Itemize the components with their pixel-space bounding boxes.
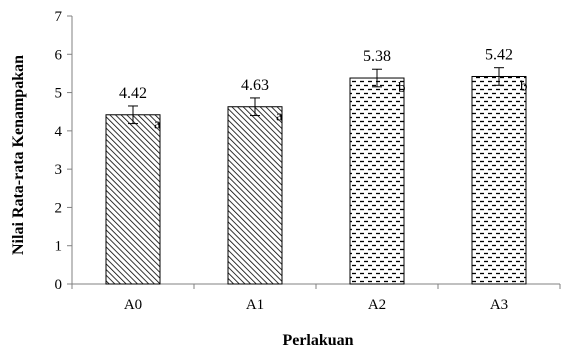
bars [105,75,527,285]
bar-a0 [105,114,161,285]
significance-letter: b [520,78,528,94]
significance-labels: a a b b [154,78,528,132]
significance-letter: a [154,117,161,133]
bar-a1 [227,106,283,285]
significance-letter: a [276,109,283,125]
significance-letter: b [398,80,406,96]
y-tick-label: 6 [55,47,63,63]
value-label: 4.63 [241,77,269,94]
x-tick-label: A3 [490,297,508,313]
value-label: 5.42 [485,47,513,64]
y-tick-label: 1 [55,239,63,255]
y-tick-label: 3 [55,162,63,178]
x-tick-labels: A0 A1 A2 A3 [124,297,508,313]
bar-a2 [349,77,405,285]
y-tick-label: 5 [55,86,63,102]
y-tick-label: 7 [55,9,63,25]
x-tick-label: A1 [246,297,264,313]
bar-a3 [471,75,527,285]
value-label: 5.38 [363,48,391,65]
x-tick-label: A0 [124,297,142,313]
y-tick-label: 4 [55,124,63,140]
value-label: 4.42 [119,85,147,102]
x-tick-label: A2 [368,297,386,313]
value-labels: 4.42 4.63 5.38 5.42 [119,47,513,102]
x-axis-title: Perlakuan [282,332,353,349]
x-ticks [71,284,561,289]
y-tick-label: 2 [55,200,63,216]
y-ticks: 0 1 2 3 4 5 6 7 [55,9,72,293]
y-axis-title: Nilai Rata-rata Kenampakan [10,55,27,255]
y-tick-label: 0 [55,277,63,293]
error-bars [128,67,504,125]
